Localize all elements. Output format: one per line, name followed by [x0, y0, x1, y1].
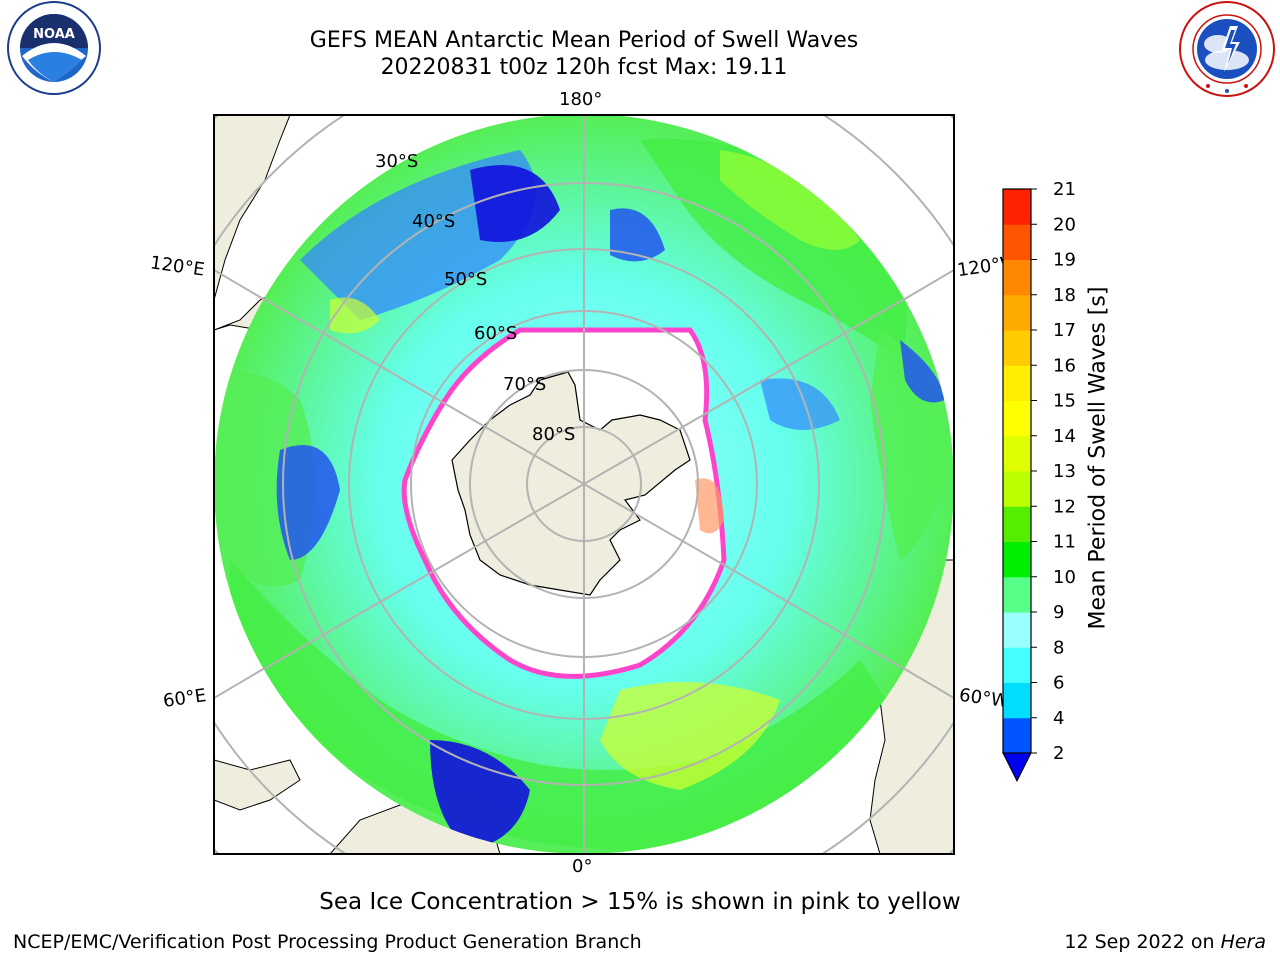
colorbar-segment — [1003, 541, 1031, 578]
footer-date: 12 Sep 2022 on Hera — [1064, 931, 1266, 953]
lon-label-0: 0° — [572, 856, 593, 877]
colorbar-tick-label: 10 — [1053, 567, 1076, 588]
colorbar-segment — [1003, 435, 1031, 472]
colorbar-segment — [1003, 294, 1031, 331]
lat-label-70s: 70°S — [503, 374, 547, 395]
colorbar-tick-label: 4 — [1053, 708, 1064, 729]
colorbar-extend-arrow — [1002, 752, 1032, 783]
lat-label-30s: 30°S — [375, 151, 419, 172]
colorbar-tick-label: 21 — [1053, 180, 1076, 200]
footer-date-text: 12 Sep 2022 on — [1064, 931, 1215, 953]
colorbar-tick-label: 6 — [1053, 673, 1064, 694]
footer-branch: NCEP/EMC/Verification Post Processing Pr… — [13, 931, 642, 953]
australia-land — [214, 115, 291, 301]
sea-ice-note: Sea Ice Concentration > 15% is shown in … — [319, 889, 961, 915]
colorbar: 2 4 6 8 9 10 11 12 13 14 15 16 17 18 19 20 21 — [1002, 180, 1076, 783]
colorbar-tick-label: 12 — [1053, 496, 1076, 517]
lat-label-60s: 60°S — [474, 323, 518, 344]
longitude-grid — [214, 114, 954, 854]
noaa-logo: NOAA — [7, 1, 101, 95]
colorbar-segment — [1003, 576, 1031, 613]
colorbar-label: Mean Period of Swell Waves [s] — [1085, 286, 1111, 630]
colorbar-segment — [1003, 365, 1031, 401]
antarctica-land — [451, 371, 691, 596]
colorbar-segment — [1003, 717, 1031, 754]
chart-subtitle: 20220831 t00z 120h fcst Max: 19.11 — [380, 55, 788, 80]
colorbar-tick-label: 17 — [1053, 320, 1076, 341]
footer-host: Hera — [1220, 931, 1266, 953]
lat-label-80s: 80°S — [532, 424, 576, 445]
colorbar-tick-label: 13 — [1053, 461, 1076, 482]
chart-title: GEFS MEAN Antarctic Mean Period of Swell… — [309, 28, 859, 53]
colorbar-tick-label: 14 — [1053, 426, 1076, 447]
colorbar-segment — [1003, 682, 1031, 719]
colorbar-segment — [1003, 259, 1031, 296]
colorbar-segment — [1003, 506, 1031, 542]
map-frame — [213, 114, 955, 855]
colorbar-segment — [1003, 612, 1031, 648]
colorbar-segment — [1003, 400, 1031, 437]
colorbar-tick-label: 18 — [1053, 285, 1076, 306]
colorbar-tick-label: 19 — [1053, 250, 1076, 271]
colorbar-tick-label: 16 — [1053, 355, 1076, 376]
colorbar-segment — [1003, 189, 1031, 225]
colorbar-segment — [1003, 647, 1031, 683]
colorbar-segment — [1003, 330, 1031, 366]
colorbar-segment — [1003, 471, 1031, 507]
madagascar-land — [214, 759, 301, 811]
noaa-logo-text: NOAA — [33, 27, 75, 42]
colorbar-tick-label: 11 — [1053, 532, 1076, 553]
colorbar-segment — [1003, 224, 1031, 260]
lat-label-40s: 40°S — [412, 211, 456, 232]
colorbar-tick-label: 15 — [1053, 391, 1076, 412]
nws-logo — [1179, 1, 1275, 97]
colorbar-tick-label: 2 — [1053, 743, 1064, 764]
colorbar-tick-label: 9 — [1053, 602, 1064, 623]
colorbar-tick-label: 8 — [1053, 637, 1064, 658]
lat-label-50s: 50°S — [444, 269, 488, 290]
lon-label-180: 180° — [559, 89, 603, 110]
colorbar-tick-label: 20 — [1053, 214, 1076, 235]
